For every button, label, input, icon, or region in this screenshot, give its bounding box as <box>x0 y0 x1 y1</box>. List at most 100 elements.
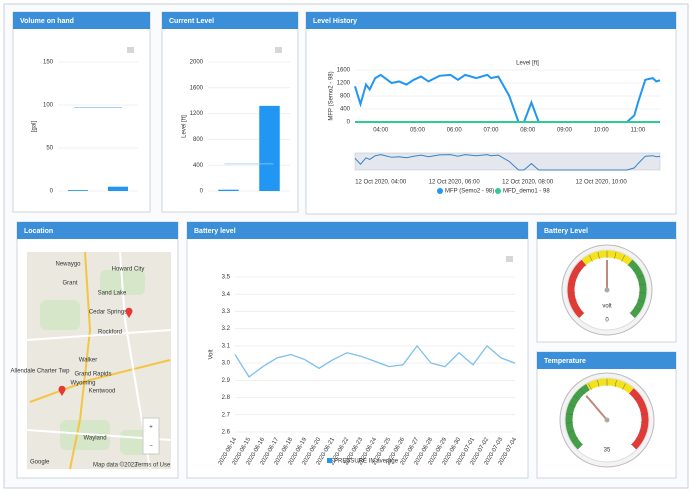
y-tick-label: 3.3 <box>222 309 231 315</box>
map-place: Walker <box>79 358 97 364</box>
gauge-tick <box>570 274 578 278</box>
panel-header <box>537 222 676 239</box>
y-tick-label: 3.5 <box>222 275 231 281</box>
map-road <box>119 251 151 470</box>
panel-header <box>187 222 528 239</box>
legend-label[interactable]: MFD_demo1 - 98 <box>503 189 550 195</box>
navigator-tick-label: 12 Oct 2020, 08:00 <box>502 180 554 186</box>
x-tick-label: 08:00 <box>520 128 536 134</box>
y-tick-label: 0 <box>347 120 351 126</box>
legend-swatch[interactable] <box>437 188 443 194</box>
x-tick-label: 09:00 <box>557 128 573 134</box>
map-park <box>40 300 80 330</box>
map-place: Rockford <box>98 330 122 336</box>
gauge-tick <box>614 252 617 259</box>
gauge-hub <box>604 287 610 293</box>
panel-header <box>537 352 676 369</box>
y-tick-label: 2.6 <box>222 430 231 436</box>
legend-swatch[interactable] <box>495 188 501 194</box>
gauge-tick <box>569 404 576 408</box>
y-tick-label: 2.7 <box>222 412 231 418</box>
gauge-tick <box>571 437 579 442</box>
map-place: Kentwood <box>89 389 116 395</box>
gauge-tick <box>640 422 648 424</box>
y-tick-label: 800 <box>340 94 351 100</box>
gauge-tick <box>573 306 580 311</box>
gauge-tick <box>589 255 593 262</box>
map-road <box>29 359 171 403</box>
legend-label[interactable]: PRESSURE IN average <box>334 459 399 465</box>
legend-swatch[interactable] <box>327 458 332 463</box>
x-tick-label: 06:00 <box>447 128 463 134</box>
y-tick-label: 0 <box>200 189 204 195</box>
gauge-tick <box>635 437 643 442</box>
panel-title: Current Level <box>169 18 214 25</box>
gauge-band <box>567 259 587 318</box>
panel-header <box>162 12 298 29</box>
y-tick-label: 400 <box>340 107 351 113</box>
panel <box>12 11 151 213</box>
y-tick-label: 3.1 <box>222 343 231 349</box>
y-tick-label: 150 <box>43 60 54 66</box>
navigator-tick-label: 12 Oct 2020, 04:00 <box>355 180 407 186</box>
gauge-tick <box>627 260 633 266</box>
y-tick-label: 1200 <box>190 111 204 117</box>
gauge-tick <box>597 380 600 387</box>
bar <box>259 105 280 191</box>
y-tick-label: 3.0 <box>222 361 231 367</box>
zoom-out[interactable]: − <box>149 444 153 450</box>
legend-label[interactable]: MFP (Semo2 - 98) <box>445 189 494 195</box>
map-place: Grant <box>62 281 77 287</box>
map-place: Grand Rapids <box>74 372 111 378</box>
gauge-tick <box>638 404 645 408</box>
map-terms[interactable]: Terms of Use <box>135 463 171 469</box>
x-tick-label: 05:00 <box>410 128 426 134</box>
y-tick-label: 50 <box>46 146 53 152</box>
gauge-tick <box>575 266 582 272</box>
map-road <box>69 251 92 470</box>
x-tick-label: 04:00 <box>373 128 389 134</box>
gauge-tick <box>634 306 641 311</box>
gauge-band <box>627 259 647 318</box>
gauge-tick <box>577 443 584 450</box>
gauge-tick <box>636 274 644 278</box>
x-tick-label: 07:00 <box>483 128 499 134</box>
panel-header <box>17 222 178 239</box>
y-axis-label: [gal] <box>32 120 38 132</box>
gauge-value: 35 <box>604 448 611 454</box>
gauge-band <box>565 384 590 450</box>
map-marker[interactable] <box>58 385 66 396</box>
map-place: Wyoming <box>71 381 96 387</box>
navigator-tick-label: 12 Oct 2020, 06:00 <box>429 180 481 186</box>
y-axis-label: Level [ft] <box>182 115 188 138</box>
y-tick-label: 800 <box>193 137 204 143</box>
gauge-tick <box>569 299 577 303</box>
map-road <box>26 329 172 341</box>
gauge-unit: volt <box>602 304 612 310</box>
map-attribution: Map data ©2022 <box>93 462 138 469</box>
gauge-tick <box>622 383 626 390</box>
chart-subtitle: Level [ft] <box>516 61 539 67</box>
gauge-band <box>586 378 634 394</box>
gauge-tick <box>638 292 646 294</box>
gauge-tick <box>632 266 639 272</box>
y-axis-label: MFP (Semo2 - 98) <box>329 71 335 120</box>
panel-title: Location <box>24 228 53 235</box>
gauge-tick <box>629 312 635 318</box>
panel-title: Battery level <box>194 228 236 235</box>
zoom-in[interactable]: + <box>149 425 153 431</box>
gauge-tick <box>573 395 580 401</box>
gauge-tick <box>567 430 575 433</box>
panel-title: Volume on hand <box>20 18 74 25</box>
map-place: Cedar Springs <box>89 310 127 316</box>
map-marker[interactable] <box>125 307 133 318</box>
navigator <box>354 152 661 171</box>
y-tick-label: 2000 <box>190 60 204 66</box>
y-tick-label: 100 <box>43 103 54 109</box>
x-tick-label: 11:00 <box>631 128 646 134</box>
zoom-control <box>142 417 160 455</box>
panel-title: Level History <box>313 18 357 25</box>
panel-header <box>306 12 676 29</box>
y-tick-label: 3.4 <box>222 292 231 298</box>
